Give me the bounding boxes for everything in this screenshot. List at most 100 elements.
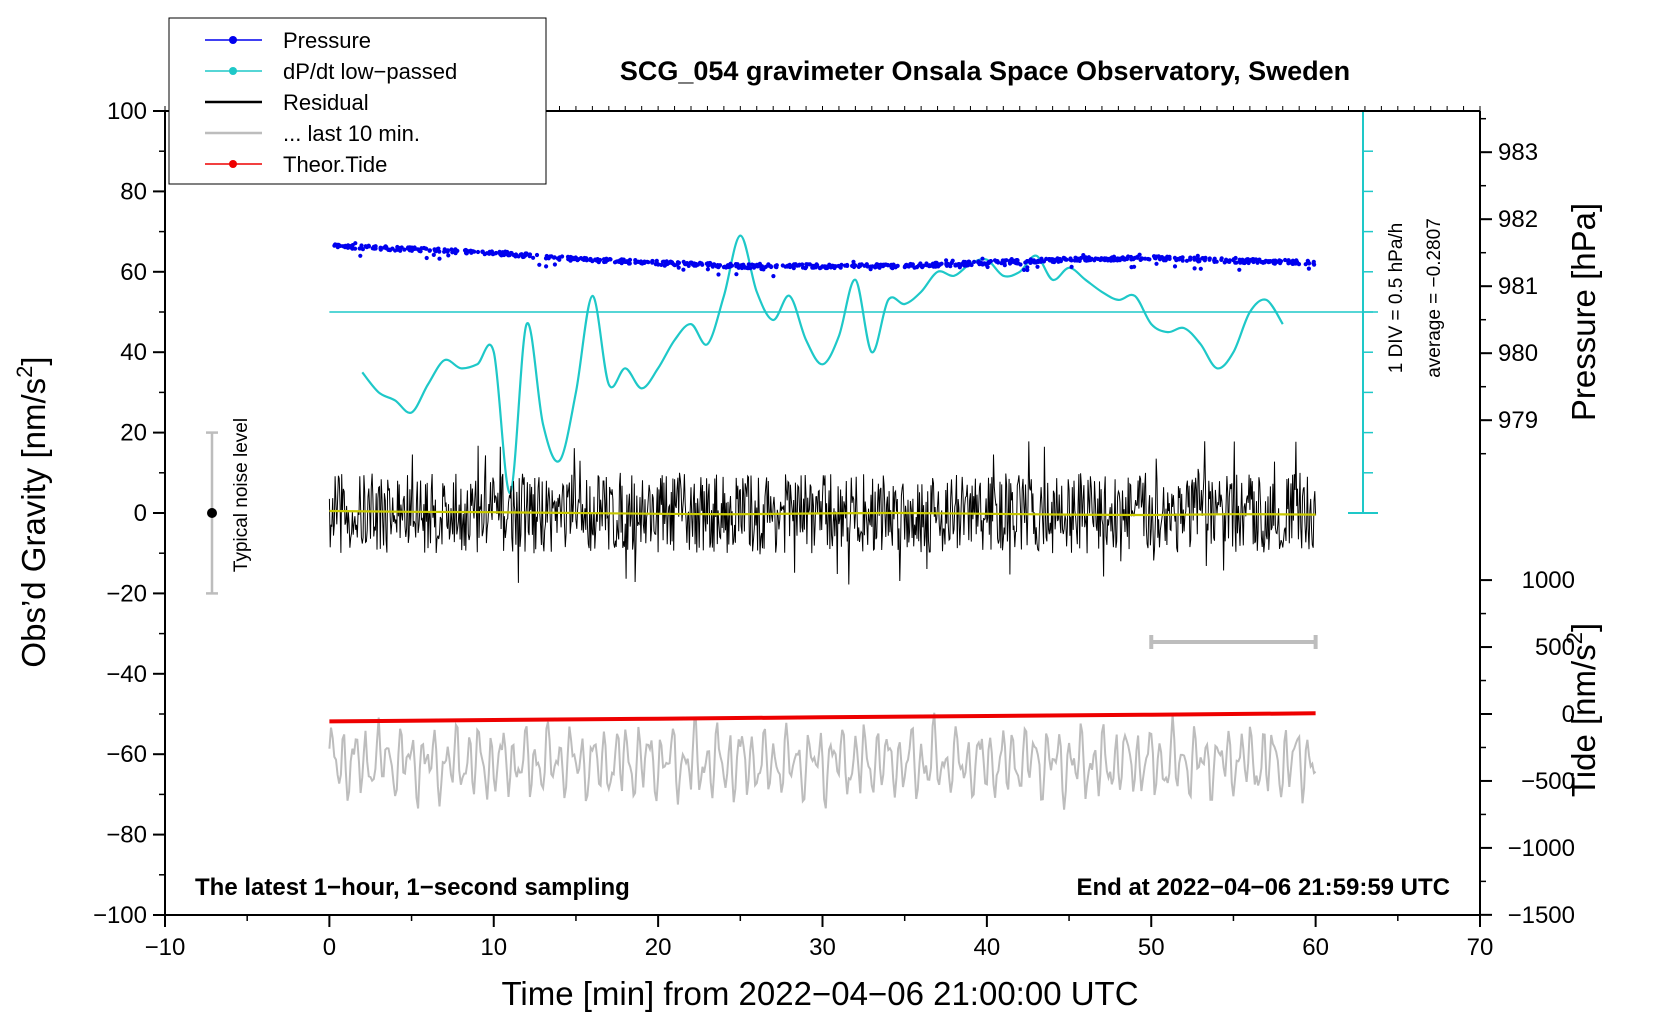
pressure-point bbox=[537, 262, 542, 267]
pressure-point bbox=[612, 260, 618, 265]
pressure-point bbox=[620, 257, 625, 263]
pressure-point bbox=[1200, 256, 1205, 261]
pressure-tick-label: 982 bbox=[1498, 206, 1538, 233]
pressure-point bbox=[353, 241, 358, 246]
pressure-point bbox=[531, 255, 536, 260]
pressure-point bbox=[1222, 260, 1227, 265]
pressure-point bbox=[744, 265, 749, 270]
y-tick-label: 60 bbox=[120, 259, 147, 286]
tide-tick-label: 500 bbox=[1535, 634, 1575, 661]
legend-label: Residual bbox=[283, 90, 369, 115]
legend-label: dP/dt low−passed bbox=[283, 59, 457, 84]
legend-label: Theor.Tide bbox=[283, 152, 387, 177]
y-tick-label: −100 bbox=[93, 902, 147, 929]
gravity-label-superscript: 2 bbox=[12, 366, 37, 378]
pressure-point bbox=[548, 254, 553, 259]
pressure-tick-label: 980 bbox=[1498, 340, 1538, 367]
pressure-point bbox=[650, 259, 655, 264]
pressure-point bbox=[1241, 260, 1246, 265]
pressure-point bbox=[406, 246, 411, 251]
pressure-point bbox=[1108, 258, 1113, 263]
pressure-point bbox=[851, 262, 856, 267]
pressure-point bbox=[1139, 256, 1144, 261]
pressure-point bbox=[1250, 258, 1255, 263]
pressure-point bbox=[954, 262, 959, 267]
pressure-point bbox=[1069, 264, 1074, 269]
y-axis-label-gravity: Obs’d Gravity [nm/s2] bbox=[12, 356, 52, 667]
pressure-point bbox=[771, 274, 776, 279]
pressure-point bbox=[1172, 264, 1178, 269]
tide-tick-label: −1500 bbox=[1508, 902, 1575, 929]
pressure-point bbox=[773, 263, 778, 269]
y-tick-label: 40 bbox=[120, 339, 147, 366]
dpdt-line bbox=[361, 234, 1284, 495]
pressure-point bbox=[967, 259, 972, 264]
y-tick-label: −60 bbox=[106, 741, 147, 768]
pressure-point bbox=[976, 260, 981, 265]
pressure-point bbox=[1154, 261, 1159, 266]
pressure-point bbox=[588, 257, 593, 262]
pressure-point bbox=[1311, 259, 1316, 264]
gravity-label-close: ] bbox=[15, 356, 52, 365]
pressure-point bbox=[1095, 256, 1100, 261]
pressure-point bbox=[437, 249, 442, 254]
pressure-point bbox=[1077, 258, 1082, 263]
pressure-point bbox=[1305, 260, 1310, 265]
x-axis-label: Time [min] from 2022−04−06 21:00:00 UTC bbox=[501, 975, 1138, 1012]
tide-label-close: ] bbox=[1565, 623, 1602, 632]
pressure-point bbox=[1263, 258, 1268, 263]
pressure-point bbox=[1014, 258, 1020, 263]
pressure-point bbox=[387, 247, 392, 252]
pressure-point bbox=[1207, 257, 1212, 262]
tide-tick-label: −1000 bbox=[1508, 835, 1575, 862]
pressure-point bbox=[1198, 266, 1203, 271]
pressure-point bbox=[444, 249, 450, 254]
pressure-point bbox=[1254, 257, 1259, 262]
pressure-point bbox=[1188, 257, 1193, 262]
pressure-point bbox=[1166, 255, 1171, 260]
legend-label: ... last 10 min. bbox=[283, 121, 420, 146]
pressure-point bbox=[1049, 257, 1054, 262]
pressure-point bbox=[424, 255, 429, 261]
pressure-point bbox=[693, 263, 699, 268]
pressure-point bbox=[813, 263, 818, 268]
pressure-point bbox=[518, 252, 523, 257]
tide-tick-label: 0 bbox=[1562, 701, 1575, 728]
pressure-point bbox=[864, 262, 869, 267]
pressure-point bbox=[895, 263, 900, 268]
pressure-point bbox=[453, 247, 458, 252]
pressure-point bbox=[748, 266, 753, 271]
pressure-point bbox=[1126, 254, 1131, 259]
pressure-point bbox=[608, 257, 613, 262]
pressure-point bbox=[664, 259, 669, 264]
pressure-point bbox=[681, 267, 686, 272]
legend-marker bbox=[229, 160, 237, 168]
pressure-point bbox=[427, 248, 432, 253]
pressure-point bbox=[509, 251, 514, 256]
pressure-point bbox=[357, 246, 362, 251]
pressure-point bbox=[1226, 259, 1232, 264]
pressure-point bbox=[914, 265, 920, 270]
pressure-point bbox=[396, 246, 401, 251]
pressure-point bbox=[566, 257, 571, 262]
pressure-point bbox=[578, 256, 584, 261]
pressure-point bbox=[1102, 256, 1107, 261]
bottom-left-note: The latest 1−hour, 1−second sampling bbox=[195, 874, 630, 901]
pressure-point bbox=[433, 249, 438, 254]
pressure-point bbox=[360, 247, 365, 252]
pressure-point bbox=[633, 259, 638, 264]
pressure-point bbox=[654, 261, 660, 266]
pressure-point bbox=[1099, 256, 1104, 261]
pressure-point bbox=[931, 264, 936, 269]
pressure-tick-label: 981 bbox=[1498, 273, 1538, 300]
pressure-point bbox=[1192, 266, 1197, 271]
pressure-point bbox=[1002, 261, 1007, 266]
pressure-point bbox=[1132, 256, 1137, 261]
pressure-point bbox=[1219, 256, 1224, 261]
pressure-point bbox=[759, 266, 764, 272]
pressure-point bbox=[980, 261, 985, 266]
bottom-right-note: End at 2022−04−06 21:59:59 UTC bbox=[1076, 874, 1450, 901]
pressure-point bbox=[1237, 259, 1242, 264]
pressure-point bbox=[662, 263, 667, 268]
pressure-point bbox=[1004, 258, 1009, 263]
